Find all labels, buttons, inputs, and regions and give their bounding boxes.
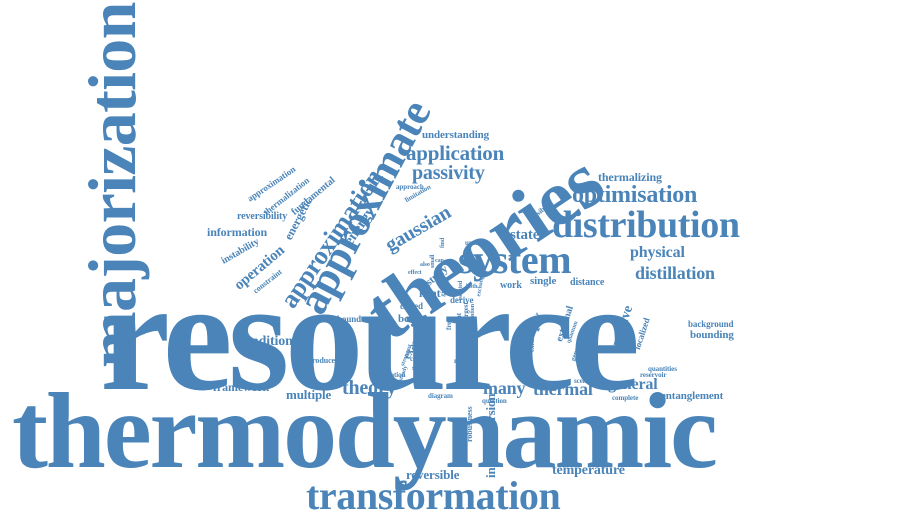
word-condition: condition bbox=[238, 334, 293, 349]
word-limited: limited bbox=[456, 370, 474, 376]
word-system: system bbox=[458, 237, 572, 282]
word-many: many bbox=[483, 378, 526, 398]
word-reversibility: reversibility bbox=[237, 211, 288, 222]
word-question: question bbox=[482, 397, 507, 405]
word-extension: extension bbox=[528, 324, 536, 352]
word-single: single bbox=[530, 275, 557, 287]
word-thermal: thermal bbox=[533, 379, 593, 399]
word-model: model bbox=[454, 357, 472, 365]
word-localized: localized bbox=[632, 316, 652, 351]
word-diagram: diagram bbox=[428, 392, 453, 400]
word-scenario: scenario bbox=[574, 377, 599, 385]
word-distance: distance bbox=[570, 277, 605, 288]
word-theory: theory bbox=[342, 377, 397, 399]
word-reversible: reversible bbox=[406, 467, 460, 482]
word-distribution: distribution bbox=[552, 204, 740, 246]
word-entanglement: entanglement bbox=[661, 390, 724, 402]
word-situation: situation bbox=[380, 371, 406, 379]
word-heat: heat bbox=[419, 286, 441, 300]
word-multiple: multiple bbox=[286, 387, 332, 402]
word-reservoir: reservoir bbox=[640, 371, 667, 379]
word-understanding: understanding bbox=[422, 129, 490, 141]
word-passivity: passivity bbox=[412, 162, 485, 184]
word-distillation: distillation bbox=[635, 263, 715, 283]
word-closed: closed bbox=[400, 301, 423, 311]
word-free: free bbox=[445, 318, 453, 330]
word-background: background bbox=[688, 319, 734, 329]
word-can: can bbox=[435, 258, 444, 264]
word-complete: complete bbox=[612, 394, 639, 402]
word-concept: concept bbox=[410, 355, 433, 363]
word-effect: effect bbox=[408, 270, 422, 276]
word-body: body bbox=[398, 313, 421, 325]
word-information: information bbox=[207, 225, 268, 239]
word-state: state bbox=[510, 227, 540, 243]
word-temperature: temperature bbox=[552, 463, 625, 478]
word-thermodynamic: thermodynamic bbox=[12, 372, 718, 491]
word-transformation: transformation bbox=[306, 473, 561, 518]
word-largest: largest bbox=[462, 302, 470, 322]
word-physical: physical bbox=[630, 244, 685, 261]
word-introduce: introduce bbox=[303, 356, 336, 365]
word-several: several bbox=[412, 364, 433, 372]
word-quantities: quantities bbox=[648, 365, 677, 373]
word-also: also bbox=[420, 262, 430, 268]
word-isolated: isolated bbox=[458, 280, 464, 300]
word-thermalizing: thermalizing bbox=[598, 170, 662, 184]
word-bound: bound bbox=[337, 314, 362, 324]
word-notion: notion bbox=[470, 304, 476, 320]
word-find: find bbox=[440, 237, 446, 248]
word-unstable: unstable bbox=[465, 239, 490, 247]
word-work: work bbox=[500, 280, 522, 291]
word-application: application bbox=[406, 141, 505, 165]
word-majorization: majorization bbox=[74, 2, 150, 368]
word-framework: framework bbox=[213, 380, 270, 394]
word-optimisation: optimisation bbox=[572, 182, 698, 208]
word-both: both bbox=[466, 284, 478, 290]
word-approach: approach bbox=[396, 183, 424, 191]
word-derive: derive bbox=[450, 295, 474, 305]
word-interconversion: interconversion bbox=[483, 393, 498, 478]
word-general: general bbox=[608, 376, 658, 393]
word-resource: resource bbox=[100, 249, 640, 424]
word-bounding: bounding bbox=[690, 329, 734, 341]
word-robustness: robustness bbox=[465, 406, 474, 442]
